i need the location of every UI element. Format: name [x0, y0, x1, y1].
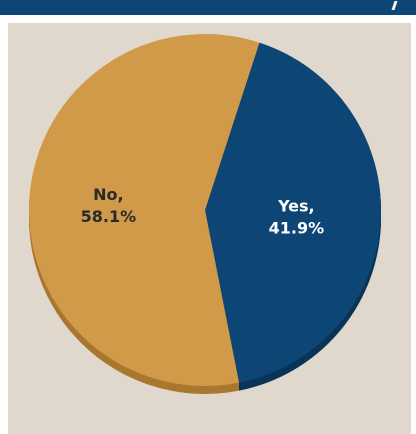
slice-value-no: 58.1%: [81, 207, 137, 226]
slice-label-no: No,: [93, 185, 123, 204]
pie-slice-layer: [29, 34, 382, 387]
slice-label-yes: Yes,: [277, 196, 315, 215]
header-bar: [0, 0, 416, 15]
slice-value-yes: 41.9%: [269, 218, 325, 237]
pie-slice-no: [29, 34, 260, 387]
pie-label-layer: Yes, 41.9% No, 58.1%: [81, 185, 325, 237]
pie-slice-yes: [205, 42, 382, 383]
